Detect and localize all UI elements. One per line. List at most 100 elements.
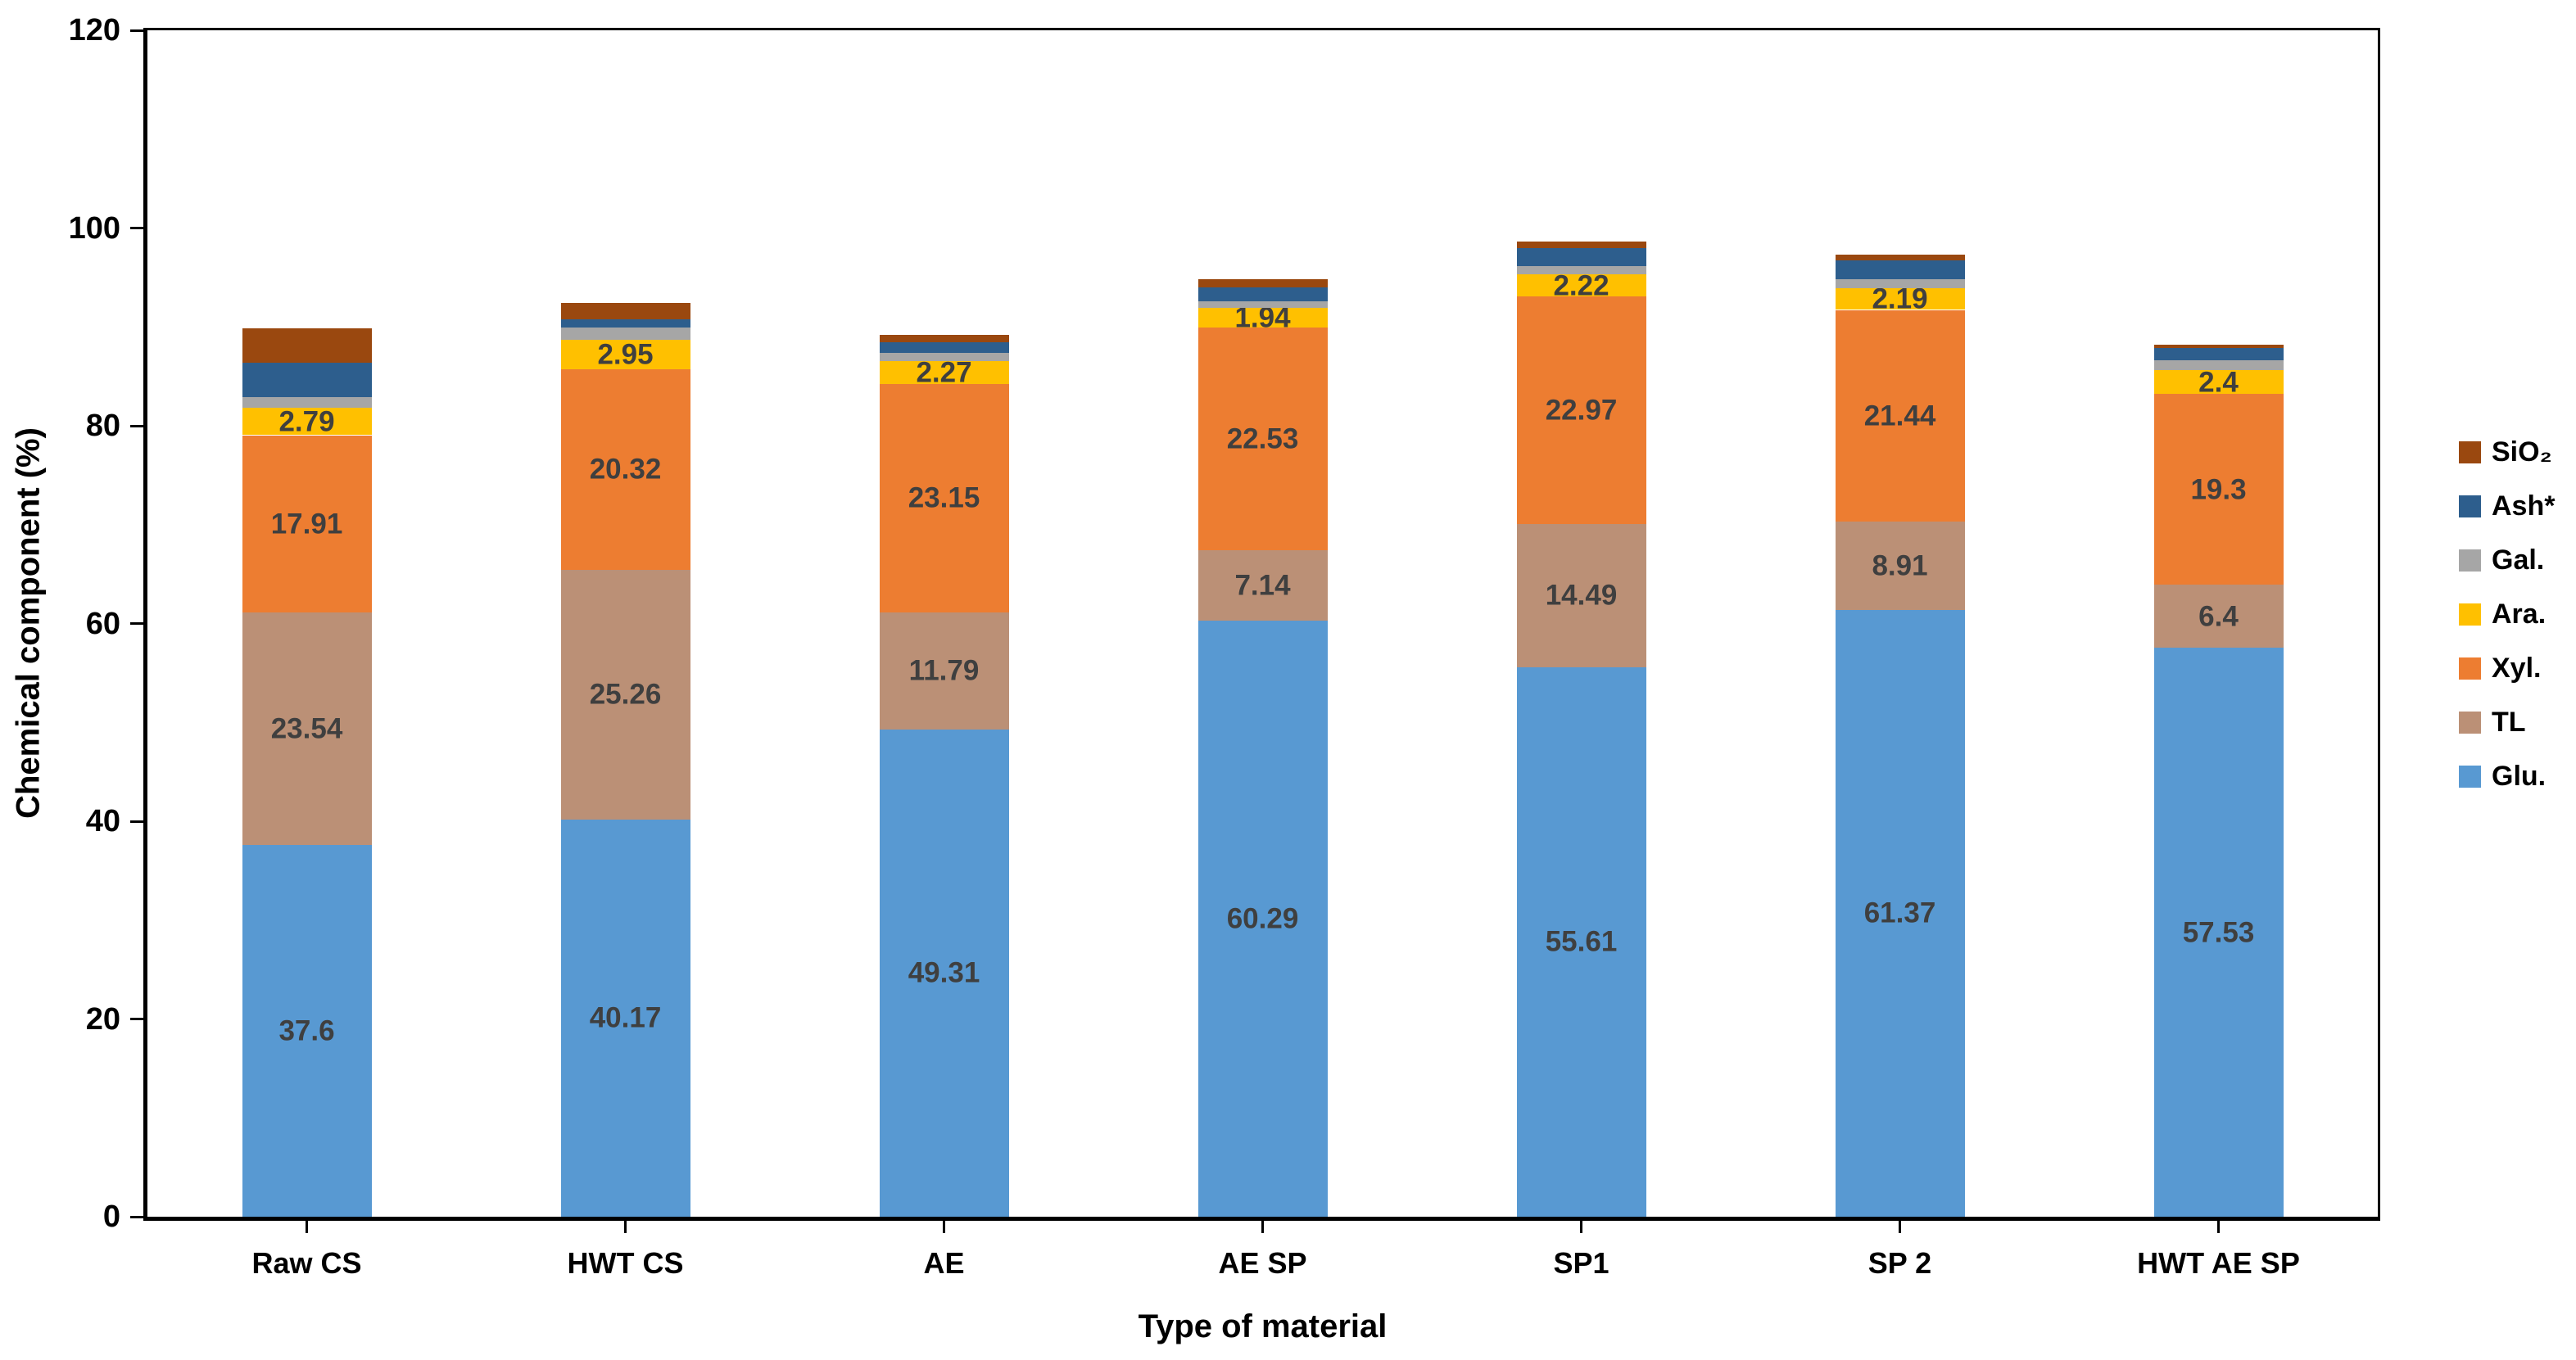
segment-value-label: 1.94 [1234,301,1291,334]
bar-segment-Gal. [1516,265,1646,275]
y-tick-label: 0 [102,1200,120,1234]
legend-item: Glu. [2459,749,2555,803]
y-tick-mark [130,424,143,427]
bar-segment-Glu. [2153,648,2284,1217]
segment-value-label: 22.53 [1226,422,1299,455]
bar-segment-SiO₂ [879,334,1009,342]
legend-label: Glu. [2492,760,2547,792]
segment-value-label: 25.26 [589,678,662,711]
y-tick-label: 40 [85,804,120,838]
segment-value-label: 37.6 [278,1014,335,1047]
legend-label: Ara. [2492,598,2547,630]
category-label: SP 2 [1867,1246,1932,1280]
category-label: HWT CS [567,1246,684,1280]
bar-segment-Gal. [1197,300,1328,309]
bar-segment-Ara. [879,361,1009,384]
bar-segment-Xyl. [2153,394,2284,585]
bar-segment-Glu. [242,844,372,1217]
legend-swatch-Glu. [2459,765,2481,788]
bar-segment-TL [879,612,1009,730]
segment-value-label: 2.19 [1872,282,1928,315]
y-tick-mark [130,227,143,229]
segment-value-label: 2.95 [597,338,654,371]
legend-label: Gal. [2492,544,2545,576]
bar-segment-Ara. [560,339,690,369]
bar-segment-Glu. [879,729,1009,1217]
bar-segment-Xyl. [879,383,1009,613]
segment-value-label: 17.91 [270,508,343,540]
y-tick-mark [130,820,143,823]
plot-area: 37.6 23.54 17.91 2.79 40.17 25.26 20.32 2.95 49.… [143,28,2380,1221]
legend-label: Xyl. [2492,652,2542,684]
bar-segment-Gal. [2153,359,2284,371]
category-label: AE [923,1246,965,1280]
bar-segment-TL [1197,549,1328,621]
x-tick-mark [306,1221,308,1233]
bar-segment-Gal. [879,353,1009,362]
y-tick-label: 60 [85,606,120,641]
segment-value-label: 23.15 [908,481,980,514]
legend-item: Gal. [2459,533,2555,587]
segment-value-label: 61.37 [1863,897,1936,929]
segment-value-label: 22.97 [1545,394,1618,427]
bar-segment-TL [1516,523,1646,667]
bar-segment-SiO₂ [1197,279,1328,287]
segment-value-label: 2.22 [1553,269,1609,302]
bar-segment-SiO₂ [242,328,372,364]
legend-item: Xyl. [2459,641,2555,695]
bar-segment-Glu. [1835,609,1965,1217]
category-label: SP1 [1553,1246,1609,1280]
bar-segment-Gal. [242,397,372,408]
bar-segment-Ara. [1516,274,1646,297]
bar-segment-TL [560,569,690,820]
y-tick-label: 80 [85,409,120,443]
bar-segment-Ara. [1835,288,1965,310]
legend-label: TL [2492,706,2526,738]
legend-item: Ash* [2459,479,2555,533]
bar-segment-Ash* [1516,248,1646,266]
y-tick-label: 120 [68,13,120,47]
y-tick-mark [130,1018,143,1020]
x-tick-mark [2217,1221,2220,1233]
segment-value-label: 23.54 [270,712,343,745]
segment-value-label: 49.31 [908,956,980,989]
bar-segment-Ash* [1835,260,1965,279]
bar-segment-Gal. [560,328,690,340]
y-tick-label: 20 [85,1001,120,1037]
x-tick-mark [624,1221,627,1233]
legend-label: Ash* [2492,490,2556,522]
bar-segment-TL [2153,585,2284,648]
legend-swatch-Xyl. [2459,657,2481,680]
segment-value-label: 60.29 [1226,902,1299,935]
bar-segment-Glu. [1516,666,1646,1217]
segment-value-label: 55.61 [1545,925,1618,958]
bar-segment-Ara. [242,407,372,436]
bar-segment-SiO₂ [2153,344,2284,349]
x-tick-mark [1261,1221,1264,1233]
bar-segment-Ash* [560,319,690,328]
segment-value-label: 19.3 [2190,473,2247,506]
bar-segment-SiO₂ [1835,254,1965,260]
bar-segment-Ash* [242,363,372,398]
segment-value-label: 14.49 [1545,579,1618,612]
x-tick-mark [1580,1221,1582,1233]
bar-segment-Ash* [2153,348,2284,360]
bar-segment-SiO₂ [1516,241,1646,249]
bar-segment-TL [1835,522,1965,610]
bar-segment-Xyl. [560,368,690,570]
category-label: Raw CS [251,1246,362,1280]
segment-value-label: 57.53 [2182,916,2255,949]
bar-segment-Ash* [1197,287,1328,301]
segment-value-label: 21.44 [1863,400,1936,432]
legend-swatch-TL [2459,711,2481,734]
bar-segment-Ash* [879,341,1009,354]
segment-value-label: 7.14 [1234,569,1291,602]
x-tick-mark [1899,1221,1901,1233]
bar-segment-Xyl. [242,435,372,612]
legend-item: TL [2459,695,2555,749]
category-label: AE SP [1218,1246,1307,1280]
bar-segment-Xyl. [1516,296,1646,524]
legend-swatch-SiO₂ [2459,441,2481,463]
y-tick-mark [130,1215,143,1218]
category-label: HWT AE SP [2137,1246,2300,1280]
